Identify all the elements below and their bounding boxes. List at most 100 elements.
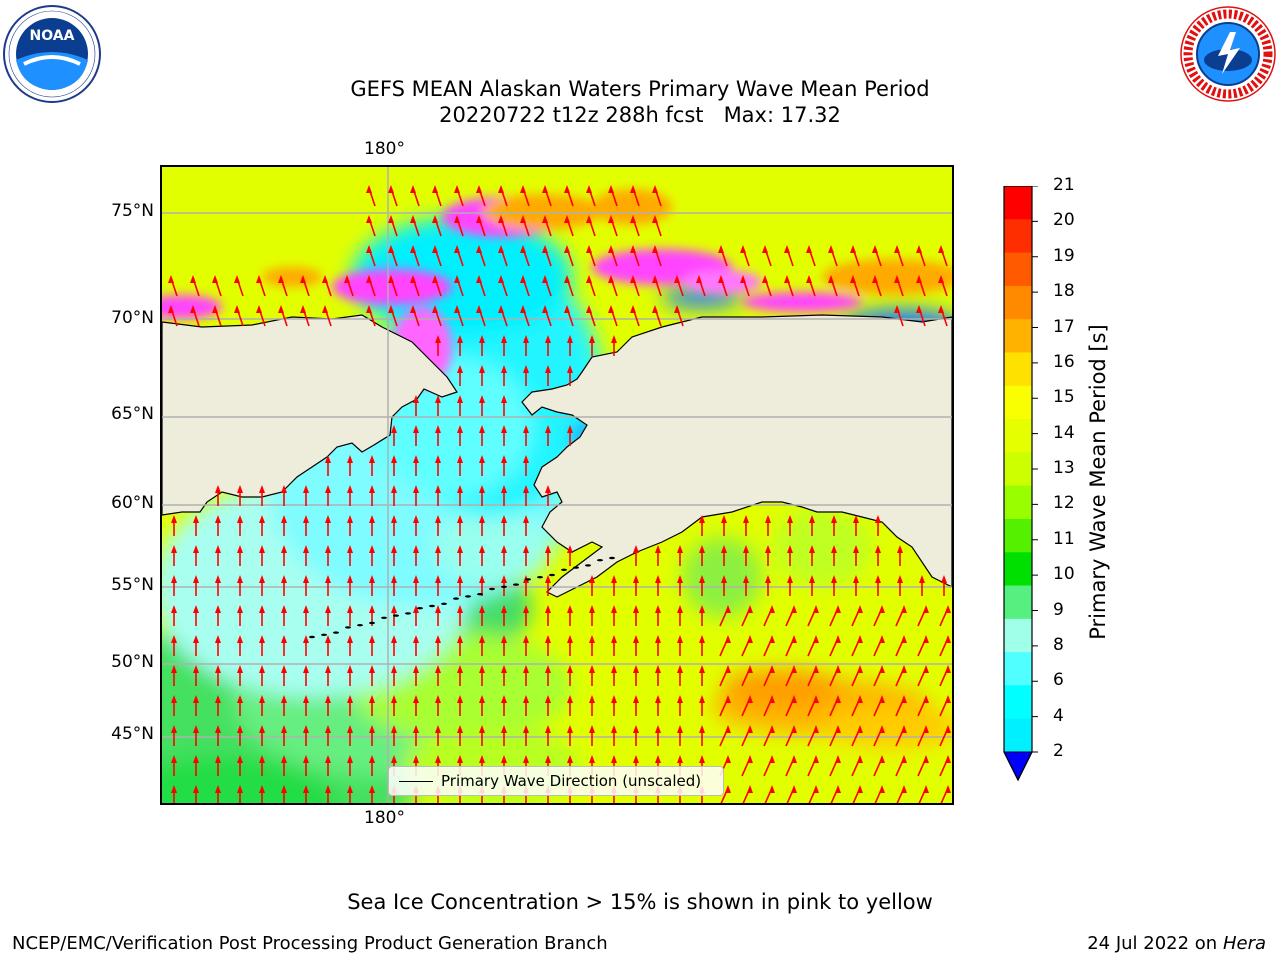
wave-direction-arrow (435, 425, 441, 446)
island (393, 614, 399, 617)
wave-direction-arrow (542, 275, 552, 297)
wave-direction-arrow (347, 725, 353, 746)
wave-direction-arrow (916, 245, 926, 267)
wave-direction-arrow (259, 515, 265, 536)
colorbar-segment (1004, 485, 1032, 520)
wave-direction-arrow (498, 305, 508, 327)
wave-direction-arrow (677, 635, 683, 656)
wave-direction-arrow (567, 695, 573, 716)
wave-direction-arrow (369, 575, 375, 596)
wave-direction-arrow (520, 275, 530, 297)
wave-direction-arrow (259, 725, 265, 746)
colorbar-segment (1004, 552, 1032, 587)
wave-direction-arrow (655, 695, 661, 716)
wave-direction-arrow (741, 605, 753, 627)
wave-direction-arrow (501, 545, 507, 566)
lat-label-55: 55°N (111, 575, 154, 595)
colorbar-tick-label: 12 (1053, 493, 1075, 514)
wave-direction-arrow (259, 545, 265, 566)
wave-direction-arrow (432, 305, 442, 327)
wave-direction-arrow (347, 635, 353, 656)
wave-direction-arrow (215, 725, 221, 746)
wave-direction-arrow (586, 185, 596, 207)
colorbar-segment (1004, 352, 1032, 387)
colorbar-segment (1004, 319, 1032, 353)
wave-direction-arrow (677, 695, 683, 716)
colorbar-tick-label: 6 (1053, 670, 1064, 691)
wave-direction-arrow (762, 275, 772, 297)
wave-direction-arrow (677, 575, 683, 596)
wave-direction-arrow (894, 245, 904, 267)
wave-direction-arrow (281, 665, 287, 686)
wave-direction-arrow (413, 695, 419, 716)
wave-direction-arrow (894, 275, 904, 297)
wave-direction-arrow (545, 605, 551, 626)
wave-direction-arrow (171, 605, 177, 626)
wave-direction-arrow (498, 215, 508, 237)
wave-direction-arrow (501, 335, 507, 356)
wave-direction-arrow (457, 455, 463, 476)
wave-direction-arrow (633, 575, 639, 596)
wave-direction-arrow (498, 185, 508, 207)
wave-direction-arrow (457, 575, 463, 596)
colorbar-graphic (1003, 185, 1038, 782)
wave-direction-arrow (303, 785, 309, 803)
wave-direction-arrow (325, 515, 331, 536)
wave-direction-arrow (454, 245, 464, 267)
wave-direction-arrow (281, 545, 287, 566)
wave-direction-arrow (567, 365, 573, 386)
island (573, 566, 579, 569)
wave-direction-arrow (831, 575, 837, 596)
wave-direction-arrow (215, 575, 221, 596)
wave-direction-arrow (454, 215, 464, 237)
wave-direction-arrow (699, 575, 705, 596)
wave-direction-arrow (190, 275, 200, 297)
wave-direction-arrow (501, 635, 507, 656)
wave-direction-arrow (809, 545, 815, 566)
wave-direction-arrow (369, 785, 375, 803)
wave-direction-arrow (193, 785, 199, 803)
island (381, 616, 387, 619)
wave-direction-arrow (719, 695, 731, 717)
colorbar (1000, 185, 1040, 786)
wave-direction-arrow (479, 545, 485, 566)
wave-direction-arrow (542, 305, 552, 327)
wave-direction-arrow (851, 605, 863, 627)
wave-direction-arrow (413, 575, 419, 596)
wave-direction-arrow (215, 785, 221, 803)
wave-direction-arrow (677, 665, 683, 686)
wave-direction-arrow (347, 455, 353, 476)
lat-label-50: 50°N (111, 652, 154, 672)
wave-direction-arrow (391, 485, 397, 506)
wave-direction-arrow (523, 605, 529, 626)
wave-direction-arrow (564, 185, 574, 207)
wave-direction-arrow (545, 545, 551, 566)
wave-direction-arrow (872, 245, 882, 267)
island (321, 633, 327, 636)
wave-direction-arrow (193, 605, 199, 626)
wave-direction-arrow (807, 755, 819, 777)
wave-direction-arrow (611, 335, 617, 356)
wave-direction-arrow (567, 335, 573, 356)
wave-direction-arrow (586, 275, 596, 297)
wave-direction-arrow (652, 245, 662, 267)
wave-direction-arrow (193, 755, 199, 776)
wave-direction-arrow (369, 665, 375, 686)
wave-direction-arrow (413, 515, 419, 536)
wave-direction-arrow (237, 575, 243, 596)
wave-direction-arrow (589, 605, 595, 626)
wave-direction-arrow (677, 545, 683, 566)
wave-direction-arrow (435, 545, 441, 566)
wave-direction-arrow (545, 425, 551, 446)
wave-direction-arrow (325, 455, 331, 476)
wave-direction-arrow (919, 575, 925, 596)
wave-direction-arrow (589, 665, 595, 686)
wave-direction-arrow (829, 695, 841, 717)
wave-direction-arrow (479, 425, 485, 446)
wave-direction-arrow (608, 215, 618, 237)
wave-direction-arrow (193, 725, 199, 746)
wave-direction-arrow (567, 605, 573, 626)
wave-direction-arrow (806, 245, 816, 267)
wave-direction-arrow (369, 635, 375, 656)
island (345, 626, 351, 629)
